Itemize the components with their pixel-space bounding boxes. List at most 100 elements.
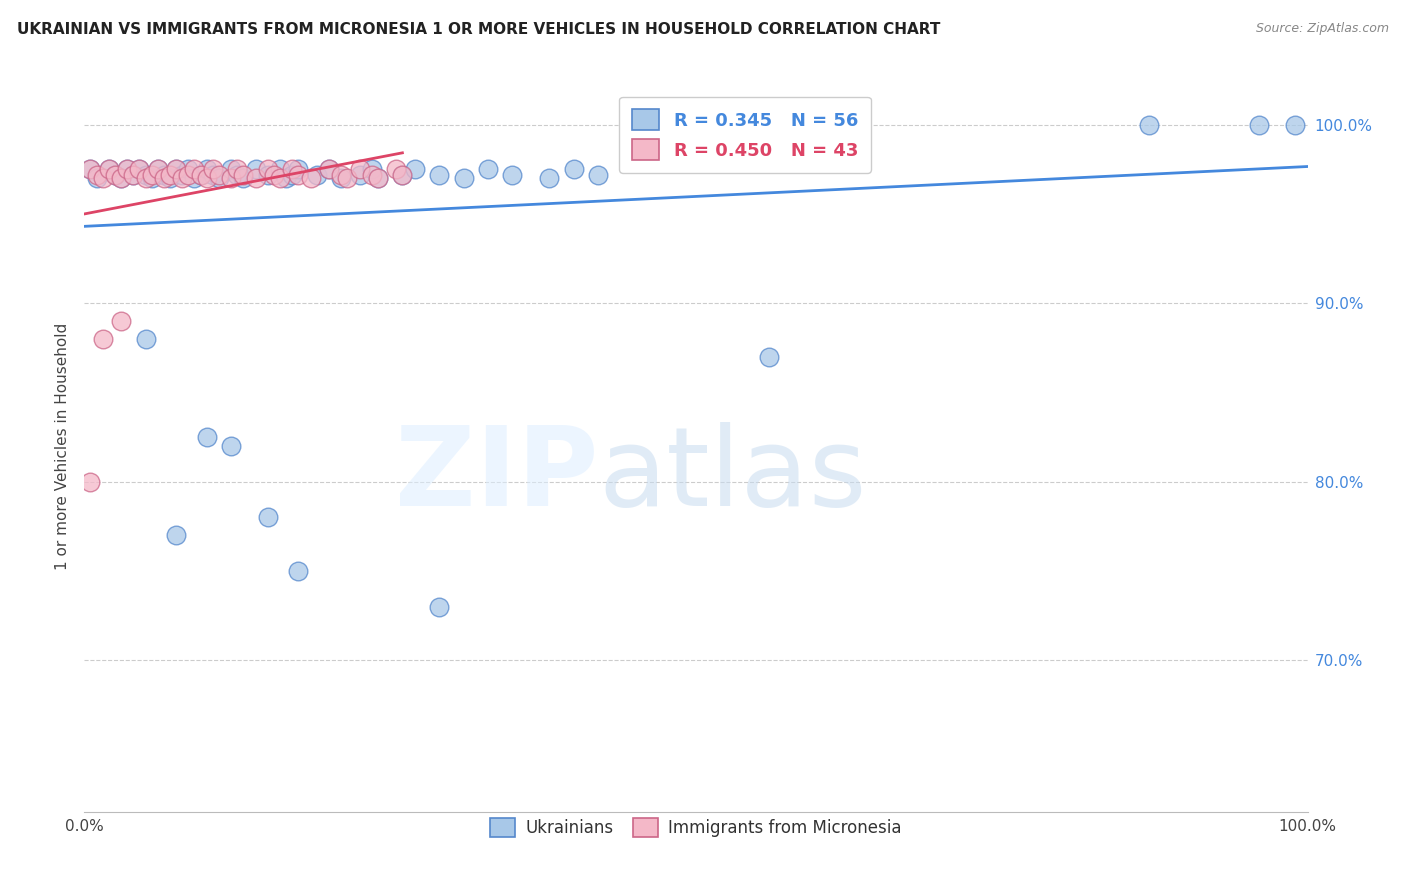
Point (141, 168, 163, 182)
Point (219, 439, 242, 453)
Point (110, 314, 132, 328)
Point (201, 168, 224, 182)
Point (195, 430, 218, 444)
Point (135, 171, 157, 186)
Point (190, 168, 212, 182)
Point (1284, 118, 1306, 132)
Point (115, 162, 138, 177)
Point (110, 171, 132, 186)
Point (245, 162, 267, 177)
Point (159, 171, 181, 186)
Point (165, 162, 187, 177)
Point (104, 168, 127, 182)
Point (276, 171, 298, 186)
Point (115, 162, 138, 177)
Point (172, 171, 194, 186)
Point (183, 162, 205, 177)
Point (146, 162, 169, 177)
Point (226, 162, 249, 177)
Point (257, 510, 280, 524)
Point (360, 168, 382, 182)
Point (177, 162, 200, 177)
Point (165, 528, 187, 542)
Point (97, 162, 120, 177)
Point (349, 168, 371, 182)
Point (427, 168, 450, 182)
Point (232, 168, 254, 182)
Point (367, 171, 389, 186)
Point (177, 168, 200, 182)
Point (269, 162, 291, 177)
Point (281, 162, 304, 177)
Text: Source: ZipAtlas.com: Source: ZipAtlas.com (1256, 22, 1389, 36)
Legend: Ukrainians, Immigrants from Micronesia: Ukrainians, Immigrants from Micronesia (484, 811, 908, 844)
Point (91, 171, 114, 186)
Point (1137, 118, 1160, 132)
Point (122, 168, 145, 182)
Point (79, 162, 101, 177)
Point (758, 350, 780, 364)
Point (287, 564, 309, 578)
Point (257, 168, 280, 182)
Point (502, 168, 524, 182)
Point (318, 162, 340, 177)
Point (104, 168, 127, 182)
Point (79, 162, 101, 177)
Point (195, 171, 218, 186)
Point (128, 162, 150, 177)
Point (232, 171, 254, 186)
Point (404, 162, 426, 177)
Point (79, 475, 101, 489)
Point (330, 171, 353, 186)
Point (159, 168, 181, 182)
Point (281, 168, 304, 182)
Point (110, 171, 132, 186)
Point (135, 168, 157, 182)
Point (427, 599, 450, 614)
Point (201, 162, 224, 177)
Point (391, 168, 413, 182)
Point (562, 162, 585, 177)
Point (287, 168, 309, 182)
Point (586, 168, 609, 182)
Point (86, 171, 108, 186)
Text: UKRAINIAN VS IMMIGRANTS FROM MICRONESIA 1 OR MORE VEHICLES IN HOUSEHOLD CORRELAT: UKRAINIAN VS IMMIGRANTS FROM MICRONESIA … (17, 22, 941, 37)
Point (97, 162, 120, 177)
Text: atlas: atlas (598, 422, 866, 529)
Point (219, 162, 242, 177)
Point (305, 168, 328, 182)
Point (128, 162, 150, 177)
Point (226, 168, 249, 182)
Point (208, 168, 231, 182)
Point (349, 162, 371, 177)
Point (299, 171, 322, 186)
Point (257, 162, 280, 177)
Point (153, 168, 176, 182)
Point (287, 162, 309, 177)
Point (91, 332, 114, 346)
Point (330, 168, 353, 182)
Y-axis label: 1 or more Vehicles in Household: 1 or more Vehicles in Household (55, 322, 70, 570)
Point (269, 171, 291, 186)
Point (1247, 118, 1270, 132)
Point (195, 162, 218, 177)
Point (453, 171, 475, 186)
Point (135, 332, 157, 346)
Point (86, 168, 108, 182)
Point (538, 171, 561, 186)
Point (318, 162, 340, 177)
Point (360, 162, 382, 177)
Point (477, 162, 499, 177)
Point (165, 162, 187, 177)
Point (146, 162, 169, 177)
Point (153, 171, 176, 186)
Point (190, 168, 212, 182)
Point (336, 171, 359, 186)
Point (391, 168, 413, 182)
Point (122, 168, 145, 182)
Point (245, 171, 267, 186)
Text: ZIP: ZIP (395, 422, 598, 529)
Point (208, 171, 231, 186)
Point (263, 168, 285, 182)
Point (141, 171, 163, 186)
